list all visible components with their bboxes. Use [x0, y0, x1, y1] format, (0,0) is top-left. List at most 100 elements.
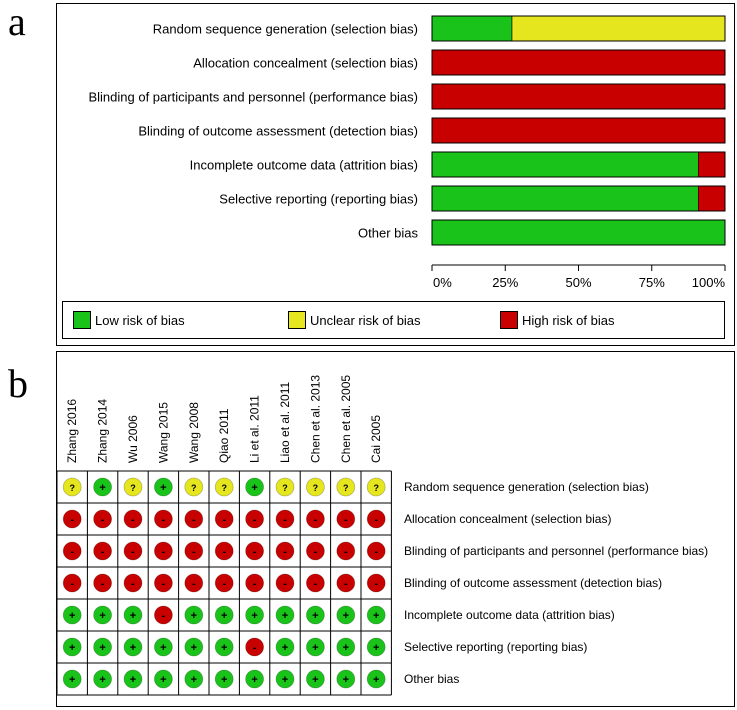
- judgement-circle-low: [336, 669, 356, 689]
- bar-segment-low: [431, 151, 699, 178]
- judgement-circle-low: [366, 637, 386, 657]
- judgement-circle-low: [153, 477, 173, 497]
- judgement-circle-low: [62, 669, 82, 689]
- panel-a-label: a: [8, 0, 26, 44]
- risk-of-bias-graph: Random sequence generation (selection bi…: [88, 15, 726, 290]
- legend-swatch-high: [500, 311, 518, 329]
- judgement-circle-high: [123, 541, 143, 561]
- judgement-symbol: -: [101, 546, 105, 558]
- bar-outline: [431, 117, 726, 144]
- judgement-circle-high: [153, 573, 173, 593]
- judgement-circle-high: [184, 541, 204, 561]
- judgement-symbol: +: [99, 482, 105, 494]
- judgement-circle-high: [184, 573, 204, 593]
- judgement-circle-low: [214, 637, 234, 657]
- judgement-symbol: +: [343, 642, 349, 654]
- judgement-symbol: +: [99, 610, 105, 622]
- legend-label-unclear: Unclear risk of bias: [310, 312, 421, 328]
- bar-category-label: Blinding of outcome assessment (detectio…: [138, 124, 418, 139]
- judgement-symbol: +: [130, 674, 136, 686]
- study-label: Wang 2015: [156, 402, 170, 463]
- judgement-symbol: -: [131, 514, 135, 526]
- judgement-symbol: -: [283, 546, 287, 558]
- judgement-circle-high: [245, 573, 265, 593]
- judgement-symbol: +: [69, 674, 75, 686]
- judgement-circle-high: [62, 573, 82, 593]
- judgement-symbol: +: [251, 610, 257, 622]
- bar-category-label: Other bias: [358, 226, 418, 241]
- judgement-symbol: +: [251, 482, 257, 494]
- judgement-symbol: -: [101, 514, 105, 526]
- judgement-symbol: +: [160, 674, 166, 686]
- judgement-circle-low: [366, 669, 386, 689]
- judgement-symbol: +: [251, 674, 257, 686]
- judgement-circle-high: [214, 573, 234, 593]
- judgement-circle-low: [184, 669, 204, 689]
- judgement-circle-low: [336, 637, 356, 657]
- judgement-circle-high: [153, 509, 173, 529]
- judgement-symbol: +: [373, 610, 379, 622]
- judgement-symbol: +: [69, 610, 75, 622]
- study-label: Cai 2005: [369, 415, 383, 463]
- judgement-symbol: -: [314, 514, 318, 526]
- judgement-circle-low: [305, 637, 325, 657]
- judgement-symbol: +: [160, 482, 166, 494]
- risk-of-bias-summary: Zhang 2016 Zhang 2014 Wu 2006 Wang 2015 Wang…: [56, 375, 708, 696]
- judgement-symbol: -: [192, 578, 196, 590]
- judgement-symbol: +: [191, 642, 197, 654]
- judgement-symbol: -: [192, 546, 196, 558]
- bar-segment-high: [431, 49, 726, 76]
- study-label: Wang 2008: [187, 402, 201, 463]
- legend: Low risk of bias Unclear risk of bias Hi…: [62, 301, 725, 339]
- judgement-circle-low: [93, 669, 112, 689]
- judgement-symbol: -: [70, 546, 74, 558]
- judgement-circle-high: [275, 509, 295, 529]
- study-label: Chen et al. 2013: [308, 375, 322, 463]
- judgement-symbol: -: [344, 546, 348, 558]
- judgement-circle-low: [93, 477, 112, 497]
- judgement-symbol: +: [373, 674, 379, 686]
- judgement-symbol: -: [374, 578, 378, 590]
- judgement-circle-low: [214, 669, 234, 689]
- judgement-circle-low: [366, 605, 386, 625]
- judgement-circle-unclear: [62, 477, 82, 497]
- judgement-circle-low: [305, 605, 325, 625]
- judgement-symbol: -: [283, 514, 287, 526]
- judgement-symbol: -: [192, 514, 196, 526]
- domain-label: Incomplete outcome data (attrition bias): [404, 608, 615, 622]
- judgement-symbol: -: [222, 546, 226, 558]
- judgement-symbol: -: [253, 514, 257, 526]
- judgement-symbol: +: [221, 642, 227, 654]
- judgement-circle-high: [93, 541, 112, 561]
- judgement-circle-high: [153, 605, 173, 625]
- bar-category-label: Incomplete outcome data (attrition bias): [190, 158, 418, 173]
- judgement-symbol: +: [343, 610, 349, 622]
- judgement-circle-high: [305, 541, 325, 561]
- judgement-circle-unclear: [336, 477, 356, 497]
- judgement-circle-unclear: [123, 477, 143, 497]
- study-label: Wu 2006: [126, 415, 140, 463]
- judgement-symbol: ?: [373, 483, 379, 493]
- judgement-symbol: +: [130, 642, 136, 654]
- judgement-circle-high: [275, 541, 295, 561]
- judgement-circle-unclear: [275, 477, 295, 497]
- judgement-symbol: -: [253, 578, 257, 590]
- domain-label: Allocation concealment (selection bias): [404, 512, 611, 526]
- judgement-circle-high: [214, 541, 234, 561]
- judgement-symbol: ?: [313, 483, 319, 493]
- judgement-circle-low: [62, 605, 82, 625]
- study-label: Li et al. 2011: [248, 395, 262, 463]
- judgement-symbol: -: [131, 578, 135, 590]
- judgement-circle-low: [123, 637, 143, 657]
- bar-category-label: Selective reporting (reporting bias): [219, 192, 418, 207]
- judgement-symbol: -: [162, 546, 166, 558]
- judgement-symbol: -: [162, 578, 166, 590]
- x-axis-tick-label: 0%: [433, 275, 452, 290]
- judgement-symbol: -: [344, 578, 348, 590]
- legend-label-low: Low risk of bias: [95, 312, 185, 328]
- bar-segment-low: [431, 15, 513, 42]
- study-label: Zhang 2014: [96, 399, 110, 463]
- bar-outline: [431, 185, 726, 212]
- judgement-symbol: ?: [130, 483, 136, 493]
- bar-category-label: Blinding of participants and personnel (…: [88, 90, 418, 105]
